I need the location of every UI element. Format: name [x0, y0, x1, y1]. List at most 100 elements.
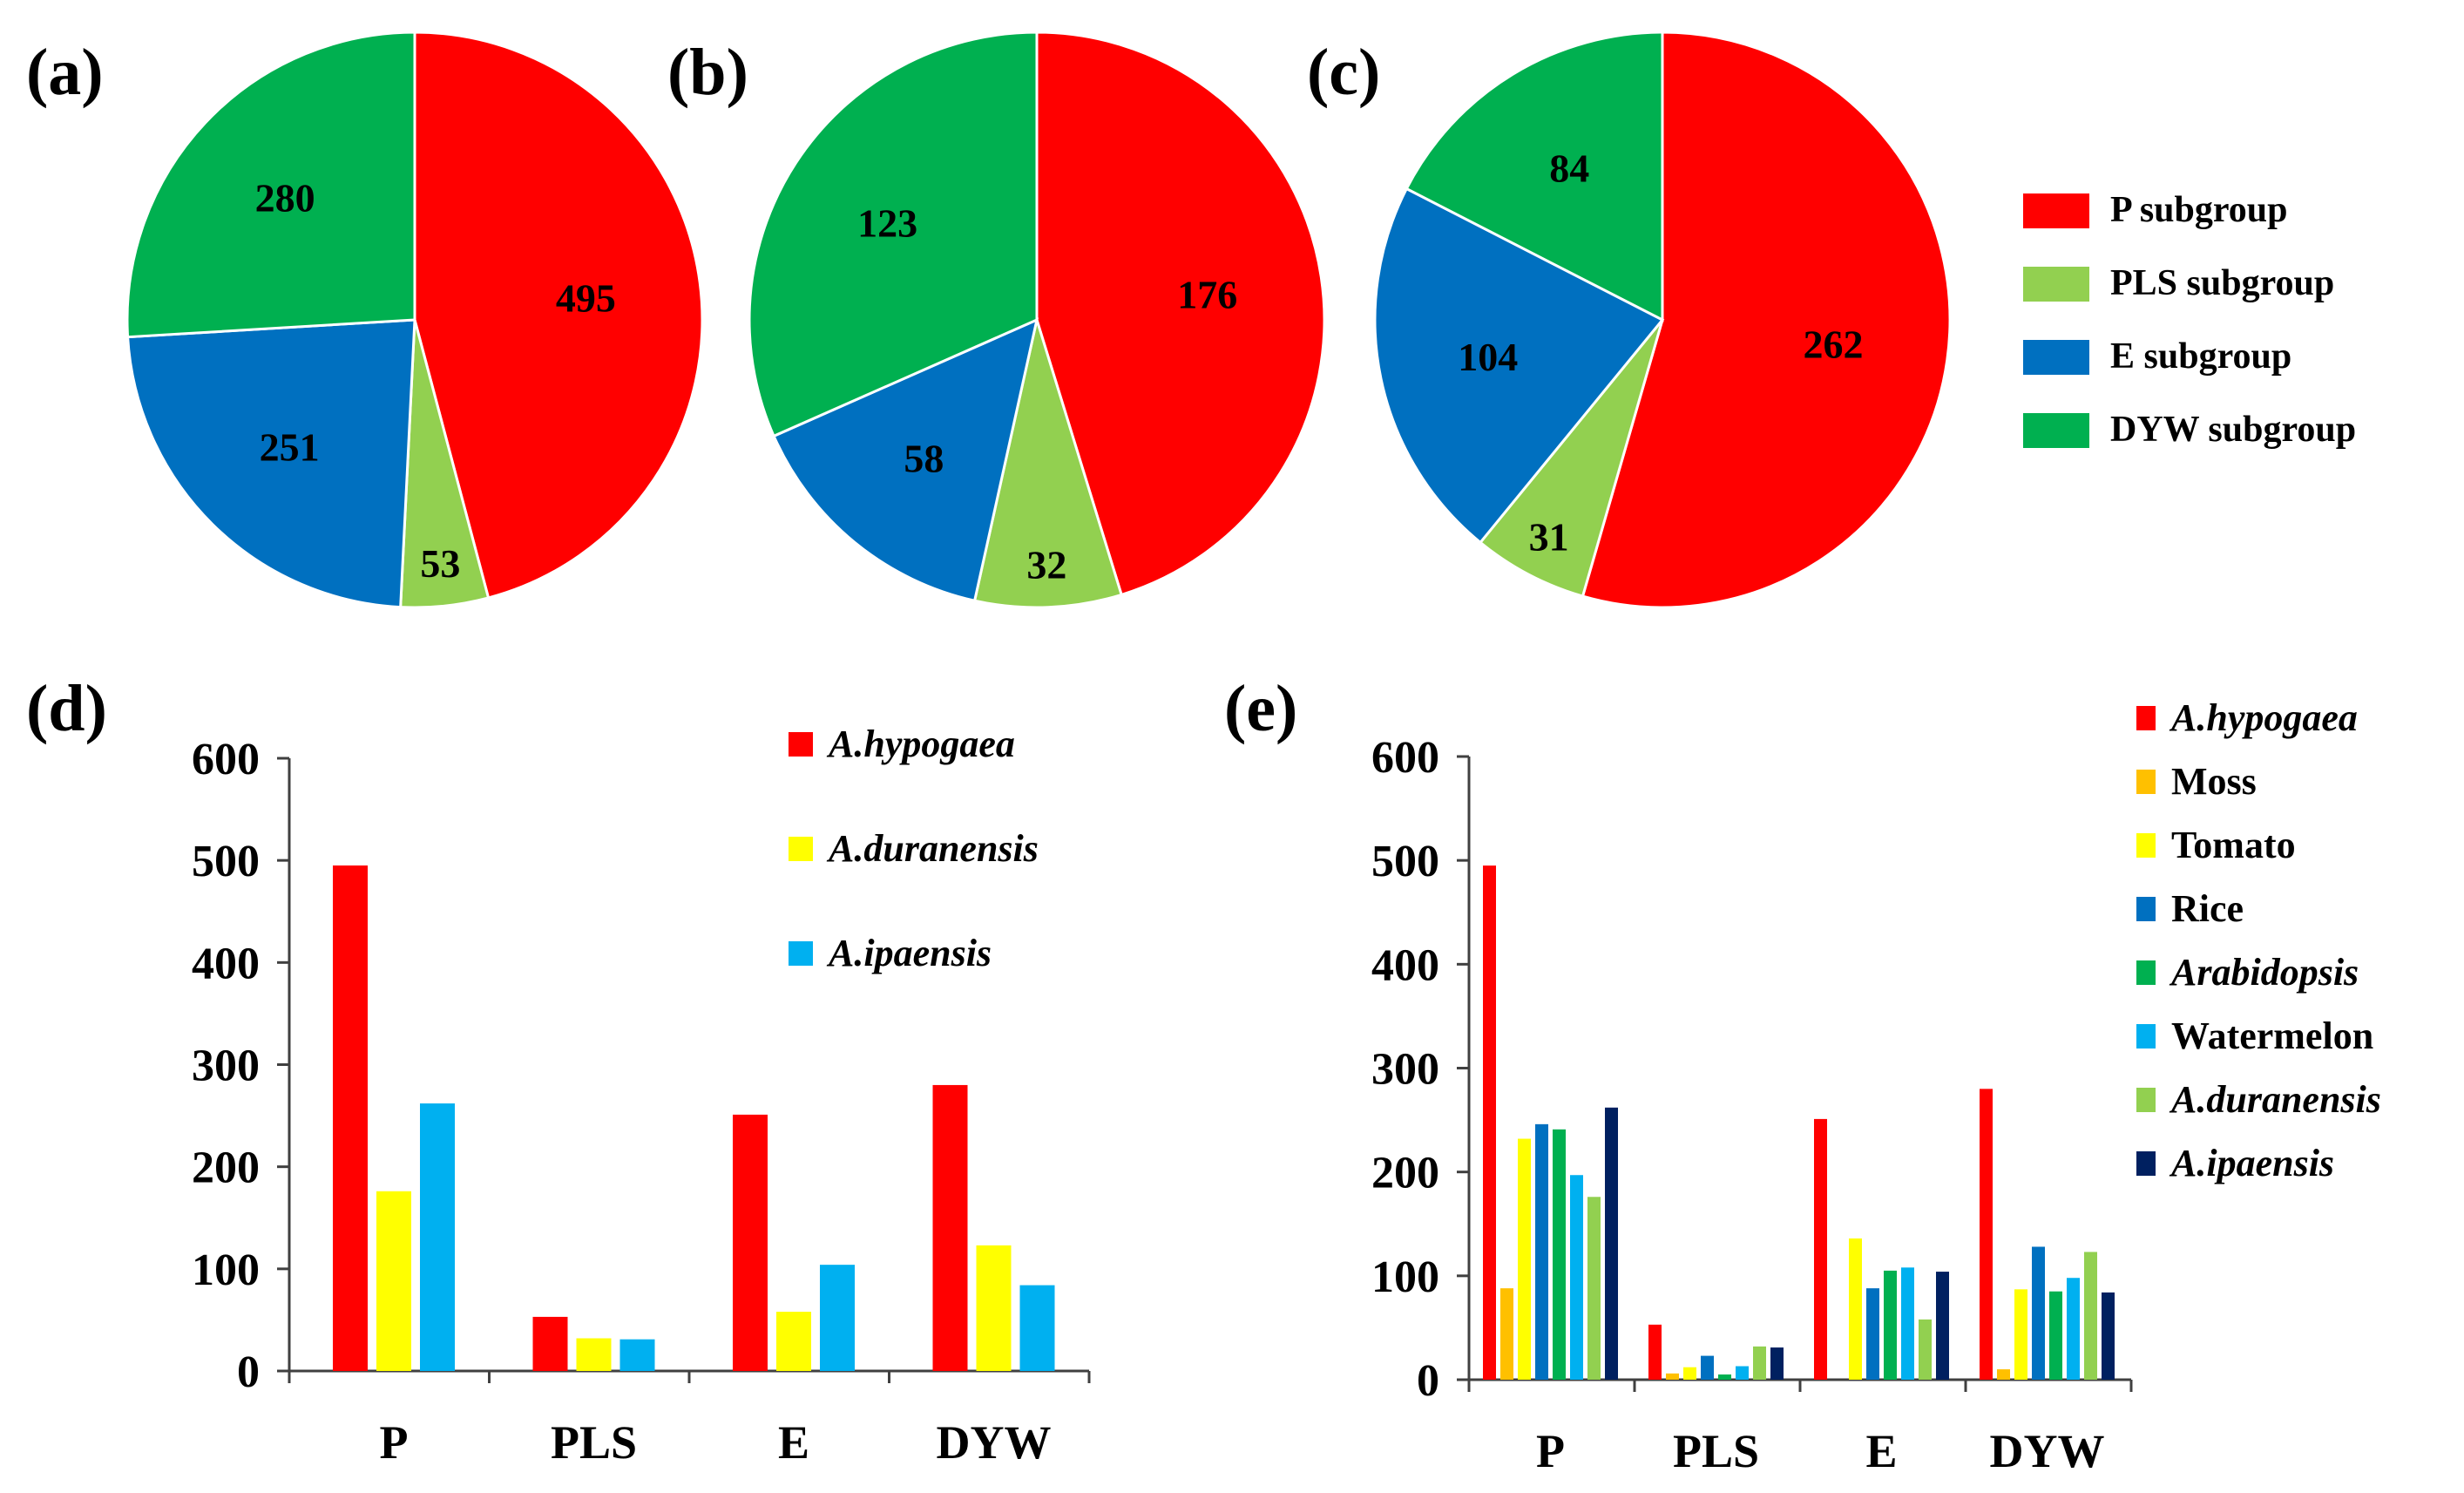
panel-label-c: (c) — [1307, 36, 1380, 109]
bar-a-ipaensis-e — [1936, 1272, 1949, 1380]
legend-label-a-ipaensis: A.ipaensis — [2169, 1142, 2334, 1184]
pie-slice-e — [772, 317, 1039, 602]
bar-a-hypogaea-e — [733, 1114, 768, 1371]
y-tick-label: 200 — [1371, 1149, 1439, 1198]
x-category-label: E — [1865, 1425, 1897, 1477]
y-tick-label: 500 — [192, 837, 260, 886]
pie-value-label-p: 495 — [556, 275, 616, 320]
x-category-label: E — [778, 1416, 809, 1469]
bar-a-hypogaea-pls — [1648, 1324, 1662, 1380]
legend-label-rice: Rice — [2171, 887, 2244, 930]
bar-a-ipaensis-p — [1605, 1107, 1618, 1380]
bar-rice-p — [1535, 1123, 1548, 1380]
bar-arabidopsis-e — [1884, 1270, 1897, 1380]
bar-a-hypogaea-dyw — [1980, 1089, 1993, 1380]
y-tick-label: 300 — [192, 1042, 260, 1091]
y-tick-label: 400 — [192, 939, 260, 988]
pie-slice-p — [1581, 31, 1952, 609]
bar-a-hypogaea-e — [1814, 1118, 1827, 1380]
bar-watermelon-dyw — [2067, 1278, 2080, 1380]
bar-watermelon-pls — [1736, 1366, 1749, 1380]
pie-value-label-e: 251 — [260, 424, 320, 469]
legend-swatch-moss — [2136, 770, 2156, 794]
pie-value-label-dyw: 123 — [857, 200, 917, 245]
bar-a-duranensis-p — [1587, 1197, 1601, 1380]
bar-chart-d: 0 100 200 300 400 500 600 P PLS E DYW (d) A.hypogaea… — [26, 672, 1091, 1469]
y-tick-label: 400 — [1371, 940, 1439, 990]
pie-value-label-pls: 31 — [1529, 514, 1569, 559]
legend-swatch-arabidopsis — [2136, 960, 2156, 985]
legend-label-a-ipaensis: A.ipaensis — [826, 932, 992, 974]
bar-arabidopsis-p — [1553, 1129, 1566, 1380]
y-tick-label: 0 — [1417, 1356, 1439, 1406]
legend-swatch-a-hypogaea — [2136, 706, 2156, 730]
pie-slice-dyw — [125, 31, 416, 339]
legend-label-tomato: Tomato — [2171, 824, 2296, 866]
pie-value-label-pls: 32 — [1026, 542, 1066, 587]
pie-value-label-p: 262 — [1804, 322, 1864, 367]
pie-slice-p — [413, 31, 704, 600]
pie-chart-c: 262 31 104 84 (c) — [1307, 31, 1952, 609]
bar-rice-dyw — [2032, 1246, 2045, 1380]
bar-rice-e — [1866, 1288, 1879, 1380]
legend-label-e: E subgroup — [2110, 336, 2291, 377]
legend-label-p: P subgroup — [2110, 190, 2288, 230]
bar-a-ipaensis-dyw — [1019, 1285, 1055, 1371]
y-tick-label: 600 — [192, 735, 260, 784]
bar-tomato-dyw — [2014, 1289, 2027, 1380]
bar-a-ipaensis-dyw — [2102, 1292, 2115, 1380]
y-tick-label: 300 — [1371, 1045, 1439, 1095]
bar-a-duranensis-p — [376, 1191, 411, 1371]
panel-label-e: (e) — [1224, 672, 1297, 745]
pie-slice-dyw — [748, 31, 1039, 438]
legend-swatch-tomato — [2136, 833, 2156, 858]
bar-a-duranensis-e — [776, 1312, 811, 1371]
bar-a-hypogaea-pls — [532, 1316, 568, 1371]
bar-a-ipaensis-pls — [619, 1339, 655, 1371]
bar-tomato-p — [1518, 1138, 1531, 1380]
pie-value-label-pls: 53 — [420, 541, 460, 586]
bar-a-duranensis-pls — [576, 1338, 612, 1371]
bar-rice-pls — [1701, 1355, 1714, 1380]
pie-slice-dyw — [1405, 31, 1664, 322]
legend-label-a-duranensis: A.duranensis — [2169, 1078, 2381, 1121]
pie-value-label-e: 104 — [1458, 335, 1518, 379]
pie-value-label-e: 58 — [904, 436, 944, 480]
pie-legend: P subgroup PLS subgroup E subgroup DYW subg… — [2023, 190, 2356, 450]
x-category-label: P — [1536, 1425, 1565, 1477]
x-category-label: PLS — [1673, 1425, 1759, 1477]
bar-arabidopsis-dyw — [2049, 1291, 2062, 1380]
bar-a-ipaensis-e — [820, 1265, 855, 1371]
pie-value-label-dyw: 84 — [1549, 146, 1589, 190]
panel-label-b: (b) — [667, 36, 748, 109]
legend-swatch-a-ipaensis — [789, 941, 813, 966]
panel-label-d: (d) — [26, 672, 107, 745]
pie-slice-p — [1035, 31, 1326, 597]
x-category-label: P — [380, 1416, 409, 1469]
bar-a-ipaensis-p — [420, 1103, 455, 1371]
bar-a-duranensis-pls — [1753, 1346, 1766, 1380]
legend-swatch-dyw — [2023, 413, 2089, 448]
legend-label-a-duranensis: A.duranensis — [826, 827, 1039, 870]
bar-a-duranensis-dyw — [976, 1245, 1012, 1371]
legend-swatch-pls — [2023, 267, 2089, 302]
legend-label-a-hypogaea: A.hypogaea — [2169, 696, 2358, 739]
pie-value-label-dyw: 280 — [255, 176, 315, 221]
y-tick-label: 0 — [237, 1347, 260, 1397]
bar-a-hypogaea-p — [1483, 865, 1496, 1380]
y-tick-label: 100 — [1371, 1252, 1439, 1302]
legend-label-a-hypogaea: A.hypogaea — [826, 723, 1015, 765]
legend-swatch-a-ipaensis — [2136, 1151, 2156, 1176]
bar-tomato-pls — [1683, 1367, 1696, 1380]
bar-moss-pls — [1666, 1373, 1679, 1380]
bar-a-duranensis-e — [1919, 1319, 1932, 1380]
y-tick-label: 200 — [192, 1144, 260, 1193]
y-tick-label: 100 — [192, 1245, 260, 1295]
pie-slice-pls — [1478, 319, 1664, 598]
x-category-label: PLS — [551, 1416, 637, 1469]
bar-watermelon-e — [1901, 1267, 1914, 1380]
bar-a-hypogaea-p — [333, 865, 368, 1371]
bar-moss-p — [1500, 1288, 1513, 1380]
bar-a-ipaensis-pls — [1770, 1347, 1784, 1380]
